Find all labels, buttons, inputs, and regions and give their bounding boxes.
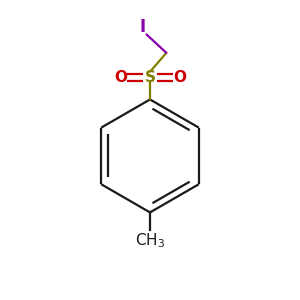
- Text: CH$_3$: CH$_3$: [135, 231, 165, 250]
- Text: O: O: [173, 70, 186, 85]
- Text: I: I: [140, 18, 146, 36]
- Text: S: S: [145, 70, 155, 85]
- Text: O: O: [114, 70, 127, 85]
